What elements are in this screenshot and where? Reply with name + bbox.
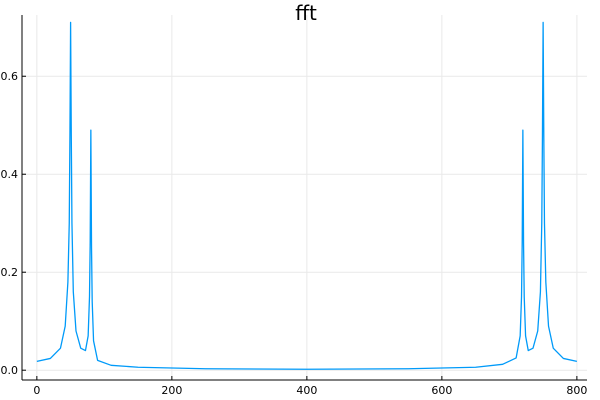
y-tick-label: 0.6: [1, 70, 19, 83]
tick-marks: [22, 75, 578, 380]
series-line: [36, 21, 578, 370]
y-tick-label: 0.2: [1, 266, 19, 279]
series-layer: [36, 21, 578, 370]
tick-labels: 0 200 400 600 800 0.0 0.2 0.4 0.6: [1, 70, 588, 397]
x-tick-label: 400: [296, 384, 317, 397]
y-tick-label: 0.4: [1, 168, 19, 181]
x-tick-label: 800: [566, 384, 587, 397]
y-tick-label: 0.0: [1, 364, 19, 377]
chart-title: fft: [295, 1, 317, 25]
x-tick-label: 0: [33, 384, 40, 397]
grid-lines: [22, 15, 587, 380]
axes: [21, 15, 587, 381]
x-tick-label: 200: [161, 384, 182, 397]
x-tick-label: 600: [431, 384, 452, 397]
